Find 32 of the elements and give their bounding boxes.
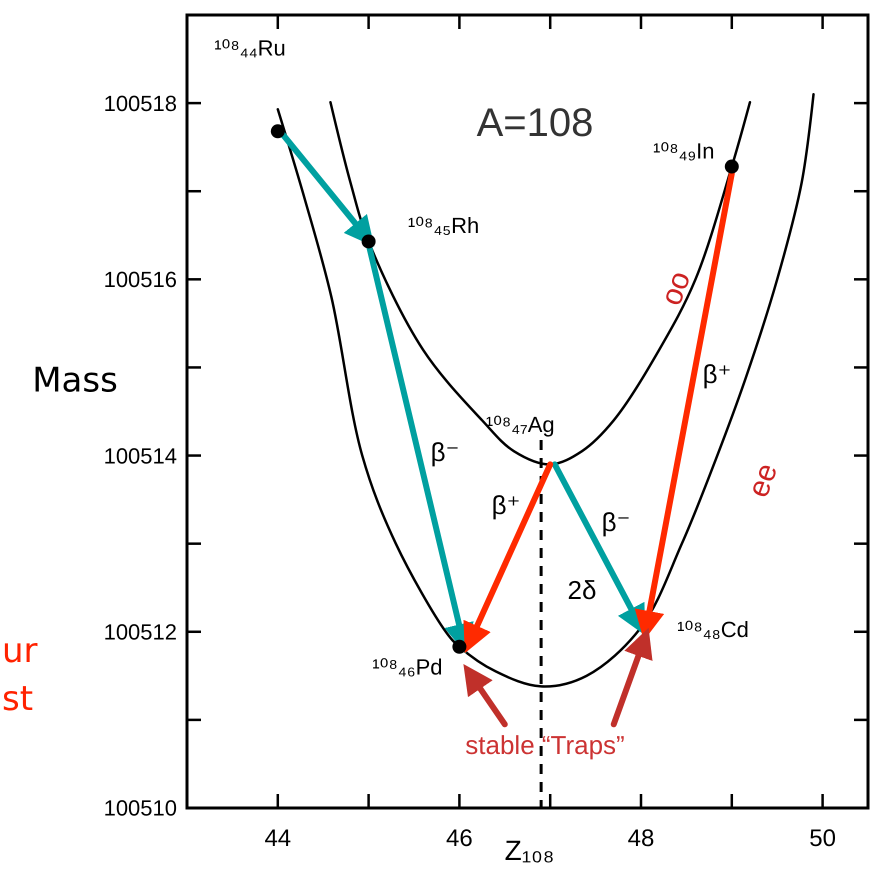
annotation: β⁻ xyxy=(602,507,630,538)
annotation: ¹⁰⁸₄₅Rh xyxy=(408,213,480,238)
y-tick-label: 100512 xyxy=(104,619,177,644)
y-tick-label: 100510 xyxy=(104,796,177,821)
annotation: ¹⁰⁸₄₄Ru xyxy=(214,36,286,61)
y-tick-label: 100518 xyxy=(104,90,177,116)
annotation: ¹⁰⁸₄₈Cd xyxy=(677,617,749,642)
x-tick-label: 46 xyxy=(446,825,473,852)
annotation: oo xyxy=(654,267,698,310)
y-tick-label: 100516 xyxy=(104,267,177,292)
y-tick-label: 100514 xyxy=(104,443,177,468)
annotation: A=108 xyxy=(476,101,594,145)
annotation: β⁺ xyxy=(702,359,732,390)
annotation: ee xyxy=(742,459,784,502)
text: st xyxy=(2,678,34,719)
point xyxy=(452,640,466,654)
annotation: 2δ xyxy=(568,575,596,606)
text: ur xyxy=(2,630,38,671)
x-tick-label: 48 xyxy=(628,825,654,852)
point xyxy=(362,234,376,248)
point xyxy=(724,160,739,174)
annotation: β⁻ xyxy=(430,437,460,468)
annotation: ¹⁰⁸₄₆Pd xyxy=(372,654,442,680)
point xyxy=(270,124,285,138)
x-axis-title: Z₁₀₈ xyxy=(504,835,554,866)
annotation: stable “Traps” xyxy=(465,730,625,760)
x-tick-label: 44 xyxy=(264,825,292,852)
x-tick-label: 50 xyxy=(809,825,836,852)
annotation: ¹⁰⁸₄₇Ag xyxy=(486,412,555,438)
annotation: β⁺ xyxy=(492,490,520,520)
y-axis-title: Mass xyxy=(32,360,118,400)
annotation: ¹⁰⁸₄₉In xyxy=(653,138,715,164)
